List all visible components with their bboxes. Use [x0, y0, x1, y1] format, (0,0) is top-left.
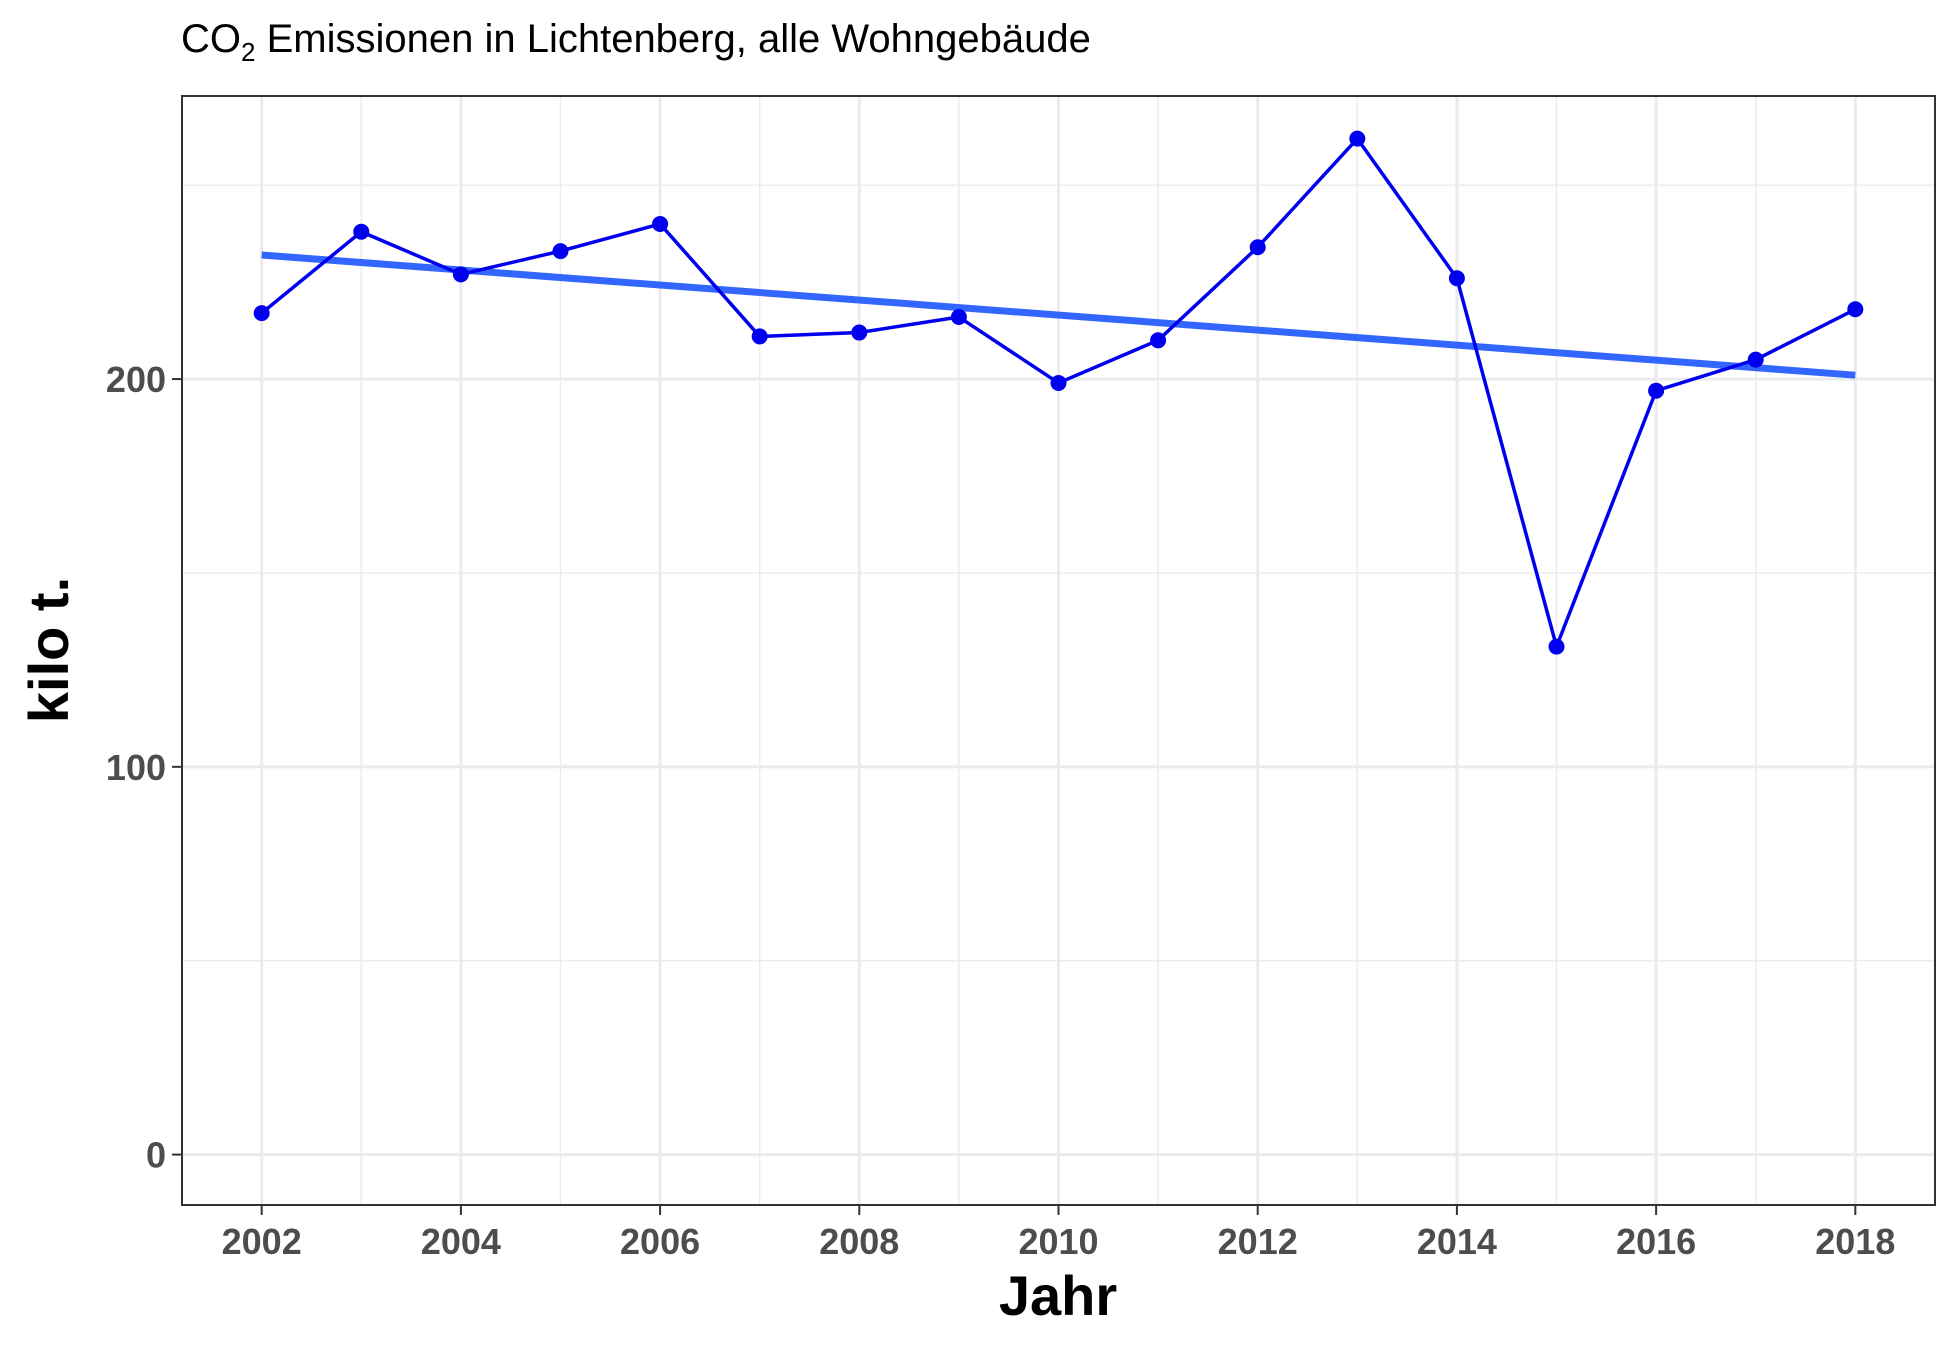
data-point: [253, 305, 270, 322]
trend-line: [261, 251, 1856, 379]
y-tick-label: 200: [106, 359, 166, 400]
data-point: [851, 324, 868, 341]
x-tick-label: 2014: [1417, 1221, 1497, 1262]
x-tick-label: 2008: [819, 1221, 899, 1262]
data-point: [1548, 638, 1565, 655]
data-point: [1747, 351, 1764, 368]
x-tick-label: 2016: [1616, 1221, 1696, 1262]
data-point: [1448, 270, 1465, 287]
series-group: [253, 130, 1864, 655]
y-axis: 0 100 200: [106, 359, 182, 1176]
x-tick-label: 2012: [1218, 1221, 1298, 1262]
x-tick-label: 2004: [421, 1221, 501, 1262]
data-point: [652, 215, 669, 232]
data-point: [452, 266, 469, 283]
x-tick-label: 2018: [1815, 1221, 1895, 1262]
trend-line-group: [261, 251, 1856, 379]
y-axis-title: kilo t.: [17, 577, 80, 723]
data-point: [1349, 130, 1366, 147]
y-tick-label: 100: [106, 747, 166, 788]
chart-title-suffix: Emissionen in Lichtenberg, alle Wohngebä…: [255, 17, 1090, 61]
data-point: [1249, 239, 1266, 256]
data-point: [552, 243, 569, 260]
data-point: [353, 223, 370, 240]
chart-title-prefix: CO: [181, 17, 241, 61]
x-axis: 2002 2004 2006 2008 2010 2012 2014 2016 2018: [222, 1205, 1895, 1262]
x-tick-label: 2006: [620, 1221, 700, 1262]
x-axis-title: Jahr: [999, 1264, 1117, 1327]
data-point: [1150, 332, 1167, 349]
y-tick-label: 0: [146, 1135, 166, 1176]
data-point: [1648, 382, 1665, 399]
data-point: [950, 309, 967, 326]
chart-title-subscript: 2: [241, 37, 255, 67]
x-tick-label: 2010: [1018, 1221, 1098, 1262]
data-point: [1847, 301, 1864, 318]
grid: [182, 96, 1935, 1205]
data-point: [1050, 374, 1067, 391]
data-point: [751, 328, 768, 345]
chart-title: CO2 Emissionen in Lichtenberg, alle Wohn…: [181, 17, 1091, 67]
x-tick-label: 2002: [222, 1221, 302, 1262]
